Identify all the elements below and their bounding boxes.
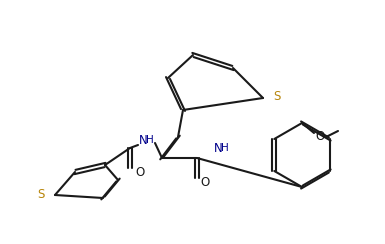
Text: N: N bbox=[214, 142, 223, 154]
Text: O: O bbox=[200, 175, 209, 189]
Text: S: S bbox=[273, 90, 280, 102]
Text: N: N bbox=[139, 133, 147, 146]
Text: H: H bbox=[146, 135, 154, 145]
Text: S: S bbox=[38, 189, 45, 202]
Text: O: O bbox=[315, 131, 325, 143]
Text: H: H bbox=[221, 143, 229, 153]
Text: O: O bbox=[136, 165, 145, 179]
